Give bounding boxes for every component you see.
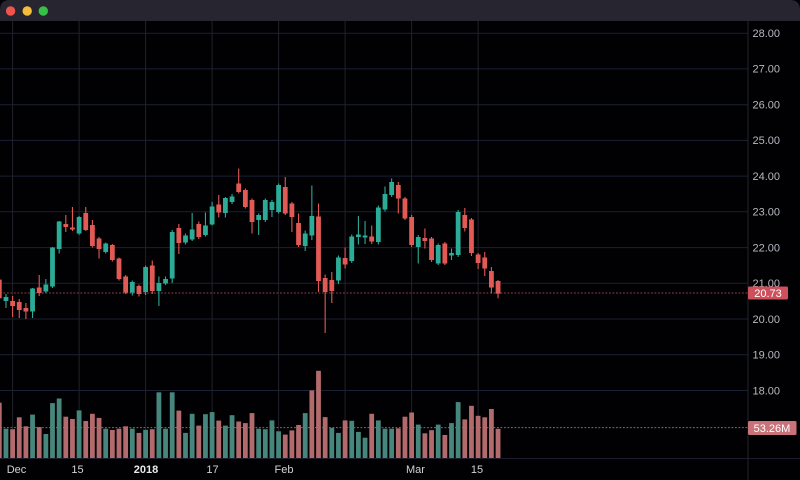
svg-text:15: 15: [71, 464, 83, 476]
svg-text:25.00: 25.00: [753, 135, 781, 147]
svg-text:2018: 2018: [134, 464, 158, 476]
svg-text:19.00: 19.00: [753, 350, 781, 362]
svg-text:18.00: 18.00: [753, 385, 781, 397]
svg-text:53.26M: 53.26M: [754, 423, 791, 435]
svg-text:22.00: 22.00: [753, 242, 781, 254]
svg-text:15: 15: [471, 464, 483, 476]
svg-text:24.00: 24.00: [753, 171, 781, 183]
svg-text:27.00: 27.00: [753, 64, 781, 76]
svg-text:23.00: 23.00: [753, 207, 781, 219]
svg-text:26.00: 26.00: [753, 100, 781, 112]
svg-text:Mar: Mar: [406, 464, 425, 476]
svg-text:Feb: Feb: [275, 464, 294, 476]
svg-text:17: 17: [206, 464, 218, 476]
svg-text:20.73: 20.73: [754, 288, 782, 300]
svg-text:20.00: 20.00: [753, 314, 781, 326]
svg-text:Dec: Dec: [7, 464, 27, 476]
svg-text:28.00: 28.00: [753, 28, 781, 40]
